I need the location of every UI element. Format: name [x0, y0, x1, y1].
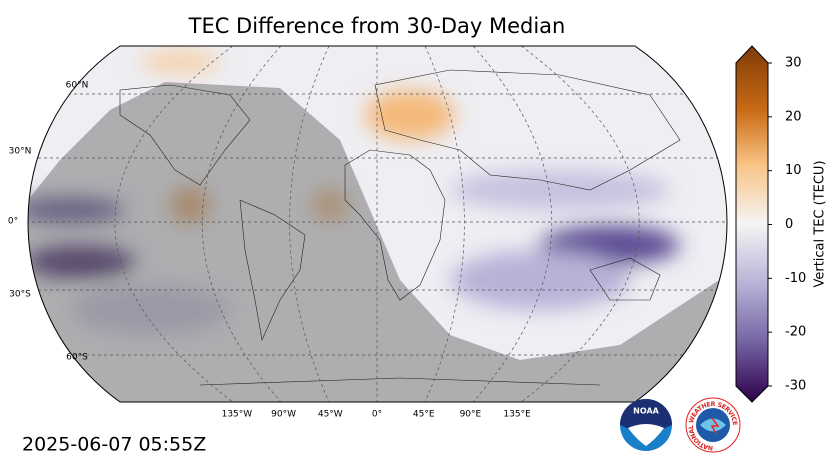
- lat-label: 60°N: [66, 81, 89, 91]
- colorbar-tick-label: 10: [785, 163, 802, 178]
- graticule: [28, 46, 727, 402]
- colorbar: 30 20 10 0 -10 -20 -30: [735, 45, 806, 403]
- lat-label: 30°N: [9, 147, 32, 157]
- colorbar-tick-label: -10: [785, 271, 806, 286]
- nws-bolt: [710, 417, 720, 435]
- lat-label: 30°S: [9, 290, 31, 300]
- map: [28, 46, 727, 402]
- lon-label: 0°: [372, 410, 382, 420]
- colorbar-tick-label: -20: [785, 325, 806, 340]
- lon-label: 45°W: [318, 410, 343, 420]
- lon-label: 135°W: [222, 410, 253, 420]
- lat-label: 60°S: [66, 353, 88, 363]
- title: TEC Difference from 30-Day Median: [188, 14, 566, 38]
- lon-label: 90°E: [460, 410, 482, 420]
- colorbar-body: [735, 45, 769, 403]
- meridian: [202, 46, 282, 402]
- colorbar-label: Vertical TEC (TECU): [813, 160, 828, 287]
- lon-label: 135°E: [503, 410, 531, 420]
- noaa-text: NOAA: [633, 407, 659, 416]
- timestamp: 2025-06-07 05:55Z: [22, 434, 206, 456]
- colorbar-tick-label: 20: [785, 109, 802, 124]
- colorbar-tick-label: -30: [785, 379, 806, 394]
- night-shading: [28, 82, 727, 402]
- meridian: [520, 46, 640, 402]
- meridian: [472, 46, 552, 402]
- lon-labels: 135°W 90°W 45°W 0° 45°E 90°E 135°E: [222, 410, 531, 420]
- lon-label: 45°E: [413, 410, 435, 420]
- noaa-logo: NOAA: [620, 399, 672, 451]
- meridian: [424, 46, 465, 402]
- colorbar-tick-label: 0: [785, 217, 793, 232]
- nws-logo: NATIONAL WEATHER SERVICE: [685, 397, 741, 453]
- colorbar-tick-label: 30: [785, 56, 802, 71]
- noaa-bird: [628, 424, 664, 446]
- meridian: [289, 46, 330, 402]
- nws-cloud: [700, 418, 726, 432]
- lat-label: 0°: [8, 217, 18, 227]
- meridian: [114, 46, 234, 402]
- lon-label: 90°W: [271, 410, 296, 420]
